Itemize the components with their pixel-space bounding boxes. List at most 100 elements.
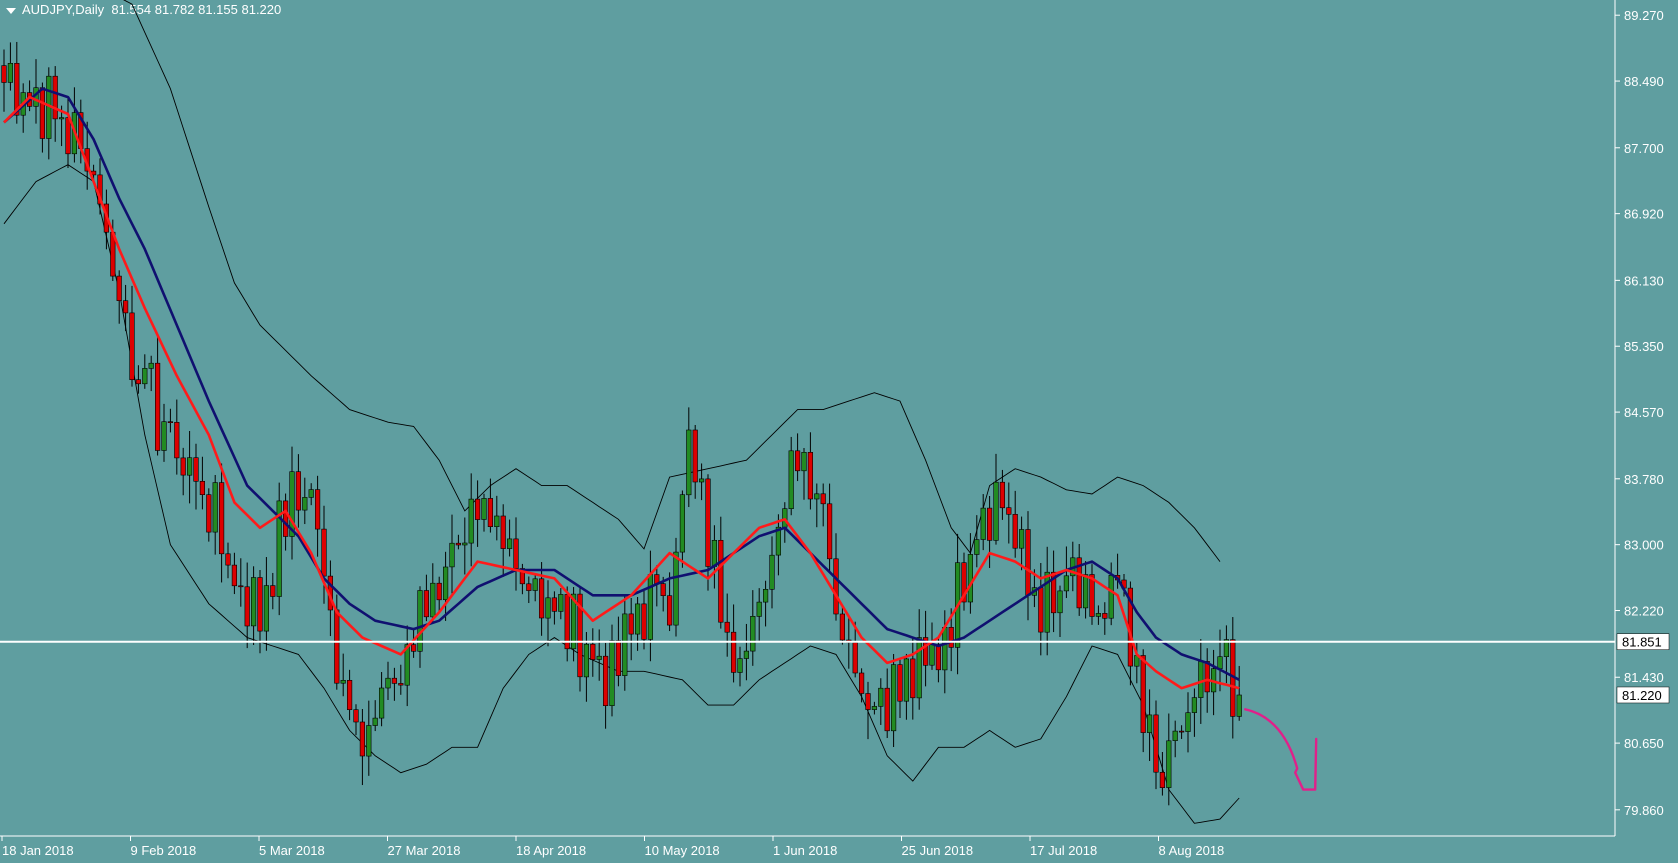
bull-candle-body [1172,730,1178,741]
y-axis: 89.270 88.490 87.700 86.920 86.130 85.350 84.5… [1615,8,1670,818]
bull-candle-body [532,578,538,591]
x-tick-label: 25 Jun 2018 [902,843,974,858]
y-tick-label: 81.430 [1624,670,1664,685]
bull-candle-body [276,500,282,597]
bear-candle-body [314,489,321,530]
candle [814,483,820,528]
bull-candle-body [1236,694,1242,717]
candle [474,480,481,547]
bull-candle-body [558,594,564,612]
bear-candle-body [346,679,353,710]
bear-candle-body [724,621,730,633]
bear-candle-body [922,637,929,666]
candle [1147,689,1153,761]
candle [302,477,308,525]
bull-candle-body [743,650,749,659]
candle [180,447,186,496]
candle [270,572,276,610]
bull-candle-body [302,497,308,511]
bull-candle-body [679,494,685,553]
bear-candle-body [551,597,557,612]
bear-candle-body [436,582,442,601]
bull-candle-body [417,590,423,652]
candle [519,563,525,595]
y-tick-label: 87.700 [1624,141,1664,156]
bull-candle-body [596,655,602,660]
candle [564,586,570,662]
bull-candle-body [340,679,346,684]
bear-candle-body [129,312,135,380]
candle [219,463,225,583]
candle [231,552,238,595]
candle [423,574,430,622]
candle [974,515,980,568]
y-tick-label: 84.570 [1624,405,1664,420]
candle [1051,550,1057,633]
candle [743,623,749,681]
bear-candle-body [602,655,609,707]
candle [1179,725,1185,739]
x-tick-label: 27 Mar 2018 [388,843,461,858]
candle [155,337,161,456]
candle [410,627,417,658]
bear-candle-body [884,687,890,732]
bear-candle-body [794,450,801,472]
bear-candle-body [1089,574,1095,617]
bull-candle-body [1147,714,1153,733]
bear-candle-body [1153,714,1159,773]
candle [929,622,935,670]
candle [897,658,903,718]
candle [199,456,206,510]
x-tick-label: 10 May 2018 [645,843,720,858]
bull-candle-body [756,601,762,617]
candle [910,636,916,720]
candle [590,628,596,677]
candle [404,625,410,707]
bear-candle-body [865,693,871,710]
candle [142,354,148,389]
fast-ma-line [3,95,1240,690]
y-tick-label: 85.350 [1624,339,1664,354]
candle [615,616,621,687]
candle [602,642,609,729]
candle [276,482,282,616]
candle [225,542,231,579]
bear-candle-body [455,542,462,546]
candle [7,42,14,91]
bull-candle-body [1166,740,1172,788]
bull-candle-body [385,677,391,689]
bear-candle-body [199,480,206,495]
candle [52,66,58,142]
candle [826,483,833,574]
bull-candle-body [775,526,781,556]
candle [1044,546,1050,656]
bull-candle-body [1217,656,1223,670]
bear-candle-body [666,595,673,626]
bear-candle-body [270,585,276,597]
bear-candle-body [423,590,430,618]
bear-candle-body [257,577,263,632]
bull-candle-body [187,457,193,476]
bollinger-bands [3,0,1240,824]
slow-ma-line [3,87,1240,681]
candle [289,446,295,560]
collapse-triangle-icon[interactable] [6,7,16,14]
bear-candle-body [193,457,199,482]
bear-candle-body [474,498,481,520]
x-tick-label: 1 Jun 2018 [773,843,837,858]
candle [481,493,487,532]
bear-candle-body [590,643,596,660]
candle [1025,511,1031,621]
bollinger-upper-line [123,0,1221,562]
candle [46,67,52,160]
candle [449,514,455,594]
bear-candle-body [897,664,903,702]
candle [391,667,398,701]
candle [865,681,871,740]
candle [993,453,999,545]
bear-candle-body [14,62,20,116]
bear-candle-body [231,564,238,587]
bull-candle-body [788,450,794,509]
bear-candle-body [660,583,666,597]
